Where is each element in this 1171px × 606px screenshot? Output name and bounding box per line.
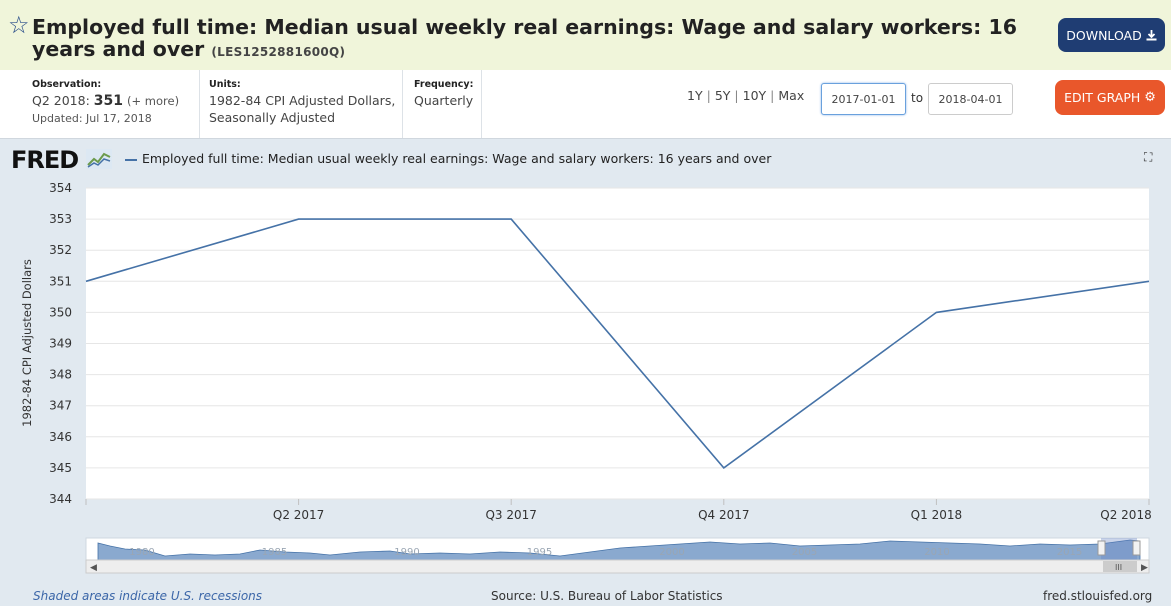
legend-swatch xyxy=(125,159,137,161)
download-button[interactable]: DOWNLOAD xyxy=(1058,18,1165,52)
y-tick-label: 346 xyxy=(49,430,72,444)
observation-line: Q2 2018: 351 (+ more) xyxy=(32,92,199,110)
fullscreen-icon[interactable]: ⛶ xyxy=(1144,150,1153,164)
series-line xyxy=(85,218,1150,469)
y-tick-label: 348 xyxy=(49,368,72,382)
range-10y[interactable]: 10Y xyxy=(742,88,767,103)
download-label: DOWNLOAD xyxy=(1066,27,1142,43)
gridlines xyxy=(86,187,1149,500)
y-tick-label: 352 xyxy=(49,243,72,257)
date-to-label: to xyxy=(911,91,924,105)
observation-column: Observation: Q2 2018: 351 (+ more) Updat… xyxy=(32,70,200,138)
x-axis-ticks: Q2 2017 Q3 2017 Q4 2017 Q1 2018 Q2 2018 xyxy=(85,499,1152,522)
range-selector: 1Y | 5Y | 10Y | Max xyxy=(687,88,805,103)
scrollbar-thumb[interactable] xyxy=(1103,561,1137,572)
gear-icon: ⚙ xyxy=(1144,90,1156,105)
download-icon xyxy=(1146,29,1157,40)
line-chart: 344 345 346 347 348 349 350 351 352 353 354 Q2 201… xyxy=(20,181,1152,574)
navigator-year-label: 1985 xyxy=(262,547,287,558)
frequency-value: Quarterly xyxy=(414,93,474,108)
scrollbar-track[interactable] xyxy=(85,559,1150,574)
navigator-year-label: 1990 xyxy=(394,547,419,558)
chart-legend-text: Employed full time: Median usual weekly … xyxy=(142,151,771,166)
navigator-year-label: 2005 xyxy=(792,547,817,558)
x-tick-label: Q3 2017 xyxy=(485,508,536,522)
end-date-input[interactable] xyxy=(928,83,1013,115)
y-tick-label: 344 xyxy=(49,492,72,506)
x-tick-label: Q4 2017 xyxy=(698,508,749,522)
units-label: Units: xyxy=(209,79,241,90)
range-1y[interactable]: 1Y xyxy=(687,88,703,103)
scroll-left-arrow[interactable]: ◀ xyxy=(90,563,97,573)
frequency-label: Frequency: xyxy=(414,79,474,90)
navigator-year-labels: 1980 1985 1990 1995 2000 2005 2010 2015 xyxy=(129,547,1082,558)
series-title-text: Employed full time: Median usual weekly … xyxy=(32,15,1017,61)
navigator-series xyxy=(97,539,1141,561)
y-tick-label: 351 xyxy=(49,274,72,288)
units-column: Units: 1982-84 CPI Adjusted Dollars, Sea… xyxy=(209,70,403,138)
units-line2: Seasonally Adjusted xyxy=(209,110,336,125)
observation-more-link[interactable]: (+ more) xyxy=(127,94,180,108)
y-tick-label: 350 xyxy=(49,305,72,319)
navigator-year-label: 1995 xyxy=(527,547,552,558)
fred-logo: FRED xyxy=(11,146,112,174)
star-icon[interactable]: ☆ xyxy=(8,11,30,39)
navigator-handle-left[interactable] xyxy=(1097,540,1106,556)
range-max[interactable]: Max xyxy=(778,88,805,103)
observation-value: 351 xyxy=(93,93,124,109)
navigator-year-label: 2015 xyxy=(1057,547,1082,558)
x-tick-label: Q2 2017 xyxy=(273,508,324,522)
units-value: 1982-84 CPI Adjusted Dollars, Seasonally… xyxy=(209,92,402,126)
y-tick-label: 347 xyxy=(49,399,72,413)
start-date-input[interactable] xyxy=(821,83,906,115)
y-axis-label: 1982-84 CPI Adjusted Dollars xyxy=(20,259,34,427)
site-link[interactable]: fred.stlouisfed.org xyxy=(1043,589,1153,603)
series-title: Employed full time: Median usual weekly … xyxy=(32,16,1052,63)
y-tick-label: 354 xyxy=(49,181,72,195)
range-5y[interactable]: 5Y xyxy=(714,88,731,103)
frequency-column: Frequency: Quarterly xyxy=(414,70,482,138)
scroll-right-arrow[interactable]: ▶ xyxy=(1141,563,1148,573)
observation-label: Observation: xyxy=(32,79,102,90)
scrollbar-grip-icon: III xyxy=(1115,563,1122,572)
y-axis-ticks: 344 345 346 347 348 349 350 351 352 353 354 xyxy=(49,181,72,506)
edit-graph-label: EDIT GRAPH xyxy=(1064,90,1141,105)
navigator-year-label: 1980 xyxy=(129,547,154,558)
navigator-selection[interactable] xyxy=(1101,538,1137,560)
navigator-year-label: 2000 xyxy=(659,547,684,558)
series-id: (LES1252881600Q) xyxy=(211,45,346,59)
source-note: Source: U.S. Bureau of Labor Statistics xyxy=(491,589,723,603)
navigator-year-label: 2010 xyxy=(924,547,949,558)
y-tick-label: 349 xyxy=(49,337,72,351)
updated-date: Updated: Jul 17, 2018 xyxy=(32,112,152,125)
series-header: ☆ Employed full time: Median usual weekl… xyxy=(0,0,1171,70)
observation-period: Q2 2018: xyxy=(32,93,90,108)
x-tick-label: Q1 2018 xyxy=(911,508,962,522)
y-tick-label: 353 xyxy=(49,212,72,226)
navigator-handle-right[interactable] xyxy=(1132,540,1141,556)
recession-note: Shaded areas indicate U.S. recessions xyxy=(33,589,263,603)
units-line1: 1982-84 CPI Adjusted Dollars, xyxy=(209,93,396,108)
y-tick-label: 345 xyxy=(49,461,72,475)
legend-label: Employed full time: Median usual weekly … xyxy=(142,151,772,166)
fred-logo-chart-icon xyxy=(85,149,112,169)
fred-logo-text: FRED xyxy=(11,146,79,174)
edit-graph-button[interactable]: EDIT GRAPH ⚙ xyxy=(1055,80,1165,115)
x-tick-label: Q2 2018 xyxy=(1100,508,1151,522)
